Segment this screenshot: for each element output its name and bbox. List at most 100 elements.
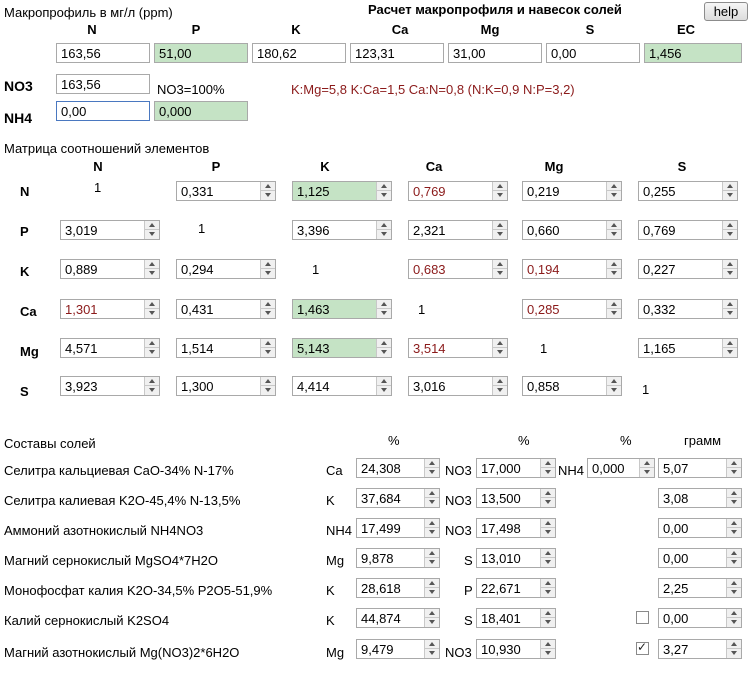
matrix-cell-mg-s[interactable]: 1,165 [638, 338, 738, 358]
spin-up-icon[interactable] [261, 300, 275, 309]
spin-up-icon[interactable] [541, 640, 555, 649]
spin-up-icon[interactable] [727, 640, 741, 649]
matrix-cell-k-s[interactable]: 0,227 [638, 259, 738, 279]
spin-down-icon[interactable] [493, 269, 507, 278]
spin-down-icon[interactable] [145, 269, 159, 278]
matrix-cell-p-s[interactable]: 0,769 [638, 220, 738, 240]
spin-up-icon[interactable] [541, 579, 555, 588]
spin-up-icon[interactable] [727, 609, 741, 618]
spin-up-icon[interactable] [493, 339, 507, 348]
spin-up-icon[interactable] [723, 339, 737, 348]
salt-v1-field[interactable]: 9,479 [356, 639, 440, 659]
salt-v2-field[interactable]: 17,498 [476, 518, 556, 538]
profile-ca-field[interactable]: 123,31 [350, 43, 444, 63]
spin-up-icon[interactable] [541, 519, 555, 528]
matrix-cell-n-k[interactable]: 1,125 [292, 181, 392, 201]
spin-up-icon[interactable] [377, 377, 391, 386]
matrix-cell-s-n[interactable]: 3,923 [60, 376, 160, 396]
spin-up-icon[interactable] [493, 260, 507, 269]
spin-down-icon[interactable] [377, 348, 391, 357]
spin-down-icon[interactable] [261, 269, 275, 278]
spin-down-icon[interactable] [607, 191, 621, 200]
spin-down-icon[interactable] [145, 309, 159, 318]
spin-up-icon[interactable] [425, 519, 439, 528]
spin-down-icon[interactable] [377, 386, 391, 395]
spin-down-icon[interactable] [261, 348, 275, 357]
spin-up-icon[interactable] [425, 579, 439, 588]
matrix-cell-p-k[interactable]: 3,396 [292, 220, 392, 240]
spin-down-icon[interactable] [727, 498, 741, 507]
spin-down-icon[interactable] [607, 230, 621, 239]
profile-p-field[interactable]: 51,00 [154, 43, 248, 63]
salt-v1-field[interactable]: 44,874 [356, 608, 440, 628]
salt-v2-field[interactable]: 17,000 [476, 458, 556, 478]
spin-down-icon[interactable] [723, 309, 737, 318]
spin-down-icon[interactable] [493, 348, 507, 357]
spin-down-icon[interactable] [541, 588, 555, 597]
spin-down-icon[interactable] [145, 348, 159, 357]
spin-up-icon[interactable] [145, 221, 159, 230]
spin-up-icon[interactable] [377, 339, 391, 348]
spin-up-icon[interactable] [541, 549, 555, 558]
matrix-cell-n-mg[interactable]: 0,219 [522, 181, 622, 201]
spin-down-icon[interactable] [727, 558, 741, 567]
spin-down-icon[interactable] [425, 588, 439, 597]
spin-down-icon[interactable] [425, 528, 439, 537]
profile-n-field[interactable]: 163,56 [56, 43, 150, 63]
salt-v2-field[interactable]: 18,401 [476, 608, 556, 628]
matrix-cell-s-p[interactable]: 1,300 [176, 376, 276, 396]
spin-up-icon[interactable] [493, 377, 507, 386]
spin-up-icon[interactable] [640, 459, 654, 468]
salt-gram-field[interactable]: 2,25 [658, 578, 742, 598]
spin-up-icon[interactable] [145, 260, 159, 269]
spin-up-icon[interactable] [607, 221, 621, 230]
help-button[interactable]: help [704, 2, 748, 21]
spin-down-icon[interactable] [727, 588, 741, 597]
nh4-field-2[interactable]: 0,000 [154, 101, 248, 121]
salt-v2-field[interactable]: 22,671 [476, 578, 556, 598]
spin-up-icon[interactable] [377, 182, 391, 191]
salt-gram-field[interactable]: 0,00 [658, 548, 742, 568]
spin-down-icon[interactable] [145, 386, 159, 395]
spin-down-icon[interactable] [723, 230, 737, 239]
salt-v1-field[interactable]: 37,684 [356, 488, 440, 508]
spin-down-icon[interactable] [377, 191, 391, 200]
spin-up-icon[interactable] [607, 182, 621, 191]
spin-down-icon[interactable] [541, 528, 555, 537]
spin-up-icon[interactable] [727, 489, 741, 498]
spin-up-icon[interactable] [145, 339, 159, 348]
spin-up-icon[interactable] [425, 640, 439, 649]
spin-down-icon[interactable] [261, 309, 275, 318]
matrix-cell-k-mg[interactable]: 0,194 [522, 259, 622, 279]
salt-gram-field[interactable]: 5,07 [658, 458, 742, 478]
spin-up-icon[interactable] [607, 300, 621, 309]
spin-down-icon[interactable] [607, 309, 621, 318]
spin-up-icon[interactable] [261, 377, 275, 386]
salt-gram-field[interactable]: 0,00 [658, 608, 742, 628]
spin-up-icon[interactable] [261, 260, 275, 269]
spin-down-icon[interactable] [541, 618, 555, 627]
spin-down-icon[interactable] [723, 269, 737, 278]
spin-down-icon[interactable] [377, 230, 391, 239]
profile-s-field[interactable]: 0,00 [546, 43, 640, 63]
spin-up-icon[interactable] [377, 221, 391, 230]
no3-field[interactable]: 163,56 [56, 74, 150, 94]
matrix-cell-mg-k[interactable]: 5,143 [292, 338, 392, 358]
spin-up-icon[interactable] [607, 377, 621, 386]
spin-up-icon[interactable] [541, 609, 555, 618]
spin-up-icon[interactable] [727, 549, 741, 558]
spin-up-icon[interactable] [723, 260, 737, 269]
salt-gram-field[interactable]: 3,08 [658, 488, 742, 508]
salt-v2-field[interactable]: 13,500 [476, 488, 556, 508]
spin-down-icon[interactable] [425, 498, 439, 507]
matrix-cell-ca-k[interactable]: 1,463 [292, 299, 392, 319]
salt-v1-field[interactable]: 17,499 [356, 518, 440, 538]
spin-up-icon[interactable] [261, 182, 275, 191]
matrix-cell-s-ca[interactable]: 3,016 [408, 376, 508, 396]
spin-down-icon[interactable] [541, 649, 555, 658]
salt-v1-field[interactable]: 28,618 [356, 578, 440, 598]
matrix-cell-s-mg[interactable]: 0,858 [522, 376, 622, 396]
spin-down-icon[interactable] [377, 309, 391, 318]
spin-down-icon[interactable] [541, 498, 555, 507]
matrix-cell-p-mg[interactable]: 0,660 [522, 220, 622, 240]
